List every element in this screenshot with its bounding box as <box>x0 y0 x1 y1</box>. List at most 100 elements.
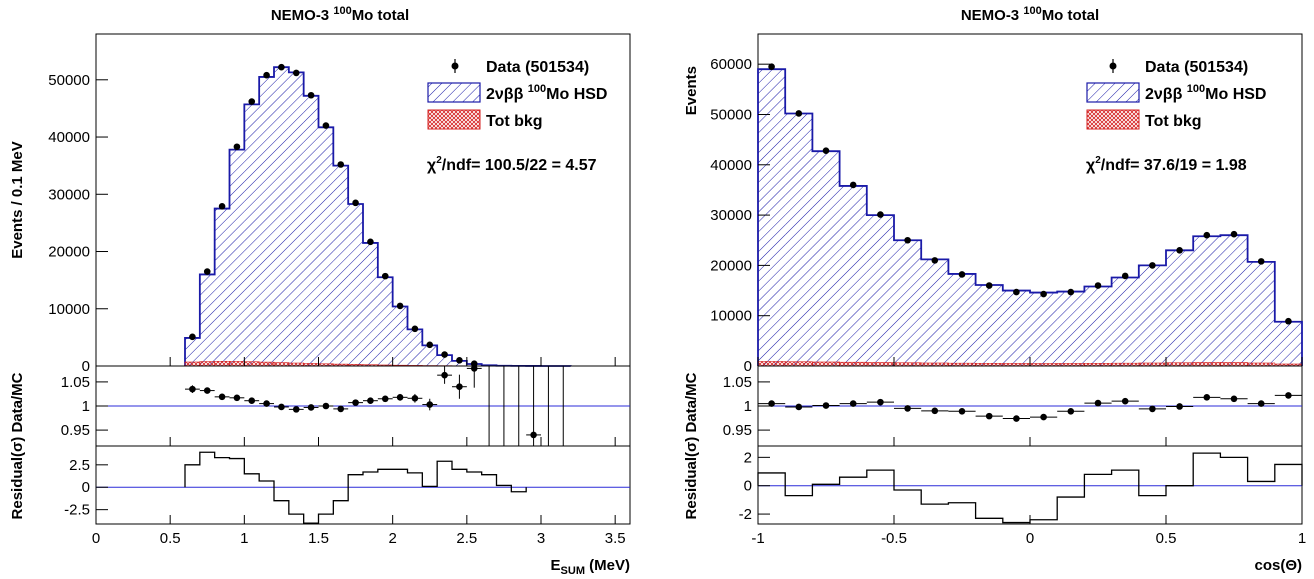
left-main-ytick-label: 50000 <box>48 72 90 89</box>
right-data-point <box>768 63 775 70</box>
right-main-ytick-label: 60000 <box>710 56 752 73</box>
left-mc-bar <box>348 204 363 366</box>
left-xtick-label: 0.5 <box>160 530 181 547</box>
left-ratio-plot: 0.95 1 1.05 <box>61 365 630 446</box>
right-xtick-label: -1 <box>751 530 764 547</box>
left-residual-ytick-label: -2.5 <box>64 502 90 519</box>
left-ratio-point <box>292 406 300 413</box>
right-ratio-point <box>849 400 857 407</box>
left-mc-bar <box>377 277 393 366</box>
left-main-ylabel: Events / 0.1 MeV <box>9 141 26 259</box>
left-mc-bar <box>437 355 452 366</box>
left-ratio-point <box>322 402 330 410</box>
left-main-axes: 0 10000 20000 30000 40000 50000 <box>48 72 108 375</box>
left-ratio-point <box>278 403 285 411</box>
right-main-ytick-label: 50000 <box>710 106 752 123</box>
right-residual-ytick-label: 2 <box>744 449 752 466</box>
right-legend-mc-swatch <box>1086 82 1140 103</box>
right-main-ylabel: Events <box>683 66 700 115</box>
right-mc-bar <box>948 273 976 366</box>
left-lower-ylabel: Residual(σ) Data/MC <box>9 372 26 519</box>
left-data-point <box>263 71 270 79</box>
left-bkg-bar <box>214 361 230 367</box>
right-data-point <box>1285 317 1292 325</box>
right-mc-bar <box>1111 277 1139 366</box>
left-xtick-label: 0 <box>92 530 100 547</box>
right-legend-bkg-label: Tot bkg <box>1145 113 1202 130</box>
right-ratio-ytick-label: 1.05 <box>723 374 752 391</box>
right-ratio-point <box>877 398 884 406</box>
right-mc-bar <box>1084 286 1112 366</box>
right-mc-bar <box>1193 236 1221 366</box>
left-ratio-ytick-label: 1.05 <box>61 374 90 391</box>
left-ratio-ytick-label: 0.95 <box>61 422 90 439</box>
left-data-point <box>248 98 256 105</box>
left-ratio-point <box>470 365 478 372</box>
left-data-point <box>426 341 434 349</box>
left-residual-plot: -2.5 0 2.5 <box>64 451 630 524</box>
left-data-point <box>470 360 478 368</box>
right-ratio-point <box>931 407 939 415</box>
right-bkg-bar <box>866 362 895 367</box>
right-ratio-point <box>1176 403 1183 410</box>
left-main-ytick-label: 10000 <box>48 301 90 318</box>
left-ratio-point <box>352 399 359 406</box>
right-chi2-label: χ2/ndf= 37.6/19 = 1.98 <box>1086 155 1247 174</box>
right-mc-bar <box>1166 250 1194 366</box>
left-mc-bar <box>318 127 334 366</box>
right-ratio-point <box>1067 408 1075 415</box>
left-mc-bar <box>407 329 423 366</box>
left-main-ytick-label: 20000 <box>48 244 90 261</box>
right-main-ytick-label: 10000 <box>710 308 752 325</box>
left-ratio-point <box>367 397 374 404</box>
right-data-point <box>1203 231 1211 239</box>
left-ratio-point <box>426 401 434 408</box>
right-mc-bar <box>866 215 894 366</box>
right-ratio-point <box>985 412 993 420</box>
left-legend-data-label: Data (501534) <box>486 59 589 76</box>
left-residual-step <box>184 451 527 524</box>
right-lower-ylabel: Residual(σ) Data/MC <box>683 372 700 519</box>
right-data-point <box>877 211 884 218</box>
left-xtick-label: 3 <box>537 530 545 547</box>
left-ratio-point <box>263 400 270 407</box>
left-bkg-bar <box>229 361 245 367</box>
left-data-point <box>367 238 374 246</box>
right-xtick-label: 1 <box>1298 530 1306 547</box>
right-main-ytick-label: 30000 <box>710 207 752 224</box>
left-data-point <box>396 302 404 310</box>
right-mc-bar <box>1138 265 1166 366</box>
left-panel: NEMO-3 100Mo total 0 10000 20000 30000 40000… <box>9 5 631 577</box>
left-xtick-label: 1.5 <box>308 530 329 547</box>
right-legend-mc-label: 2νββ 100Mo HSD <box>1145 83 1266 103</box>
left-legend-mc-swatch <box>427 82 481 103</box>
right-main-axes: 0 10000 20000 30000 40000 50000 60000 <box>710 56 770 375</box>
right-ratio-point <box>1285 392 1292 399</box>
left-bkg-bar <box>273 362 290 367</box>
left-ratio-point <box>381 395 389 403</box>
right-x-ticks: -1 -0.5 0 0.5 1 <box>751 357 1306 547</box>
right-mc-bar <box>1220 235 1248 366</box>
right-ratio-point <box>795 403 803 411</box>
right-data-point <box>904 236 911 244</box>
right-data-point <box>1040 290 1047 298</box>
right-data-point <box>958 271 966 278</box>
right-title: NEMO-3 100Mo total <box>961 5 1099 24</box>
right-xtick-label: 0.5 <box>1156 530 1177 547</box>
left-residual-ytick-label: 0 <box>82 479 90 496</box>
left-xtick-label: 1 <box>240 530 248 547</box>
right-ratio-point <box>1013 415 1020 422</box>
right-data-point <box>1149 262 1156 269</box>
left-xlabel: ESUM (MeV) <box>551 557 630 577</box>
left-data-point <box>307 91 315 99</box>
left-mc-bar <box>392 306 408 366</box>
right-data-point <box>849 181 857 189</box>
left-mc-bar <box>199 274 215 366</box>
right-data-point <box>1230 230 1238 238</box>
right-main-ytick-label: 20000 <box>710 257 752 274</box>
right-data-point <box>1176 247 1183 254</box>
right-ratio-point <box>822 402 830 409</box>
left-legend: Data (501534) 2νββ 100Mo HSD Tot bkg <box>427 59 607 130</box>
right-bkg-bar <box>757 361 786 367</box>
